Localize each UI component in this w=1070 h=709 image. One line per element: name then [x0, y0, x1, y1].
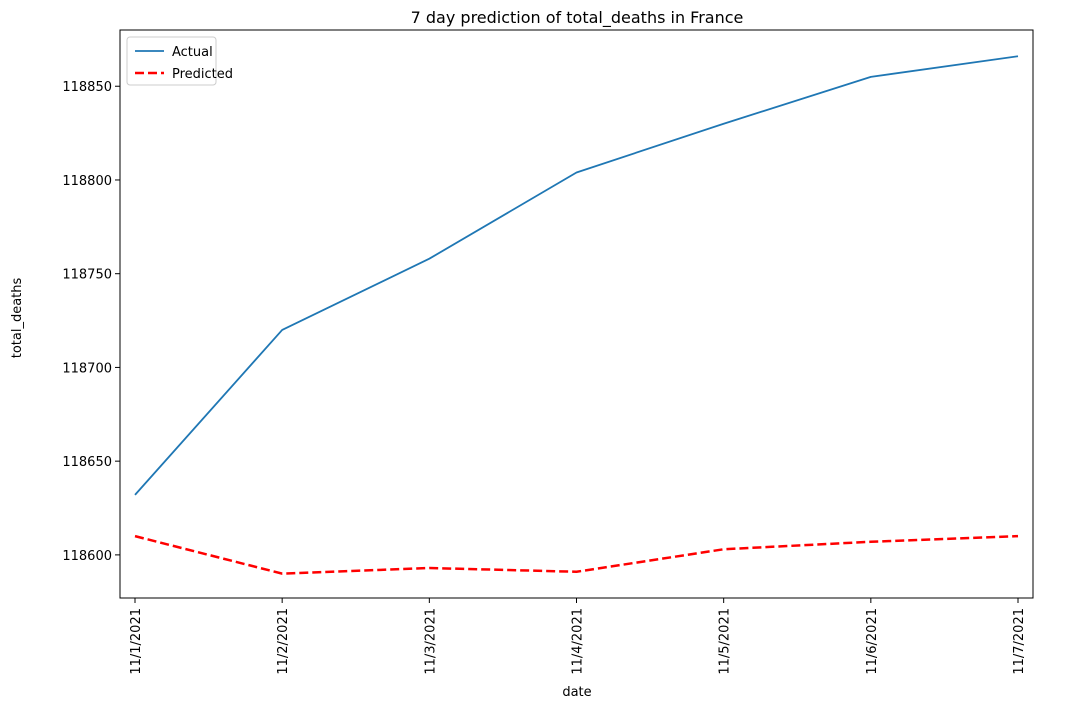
series-line-actual: [134, 55, 1019, 496]
y-axis-label: total_deaths: [10, 278, 25, 359]
legend-label-actual: Actual: [172, 45, 213, 60]
x-tick-label: 11/6/2021: [865, 608, 880, 675]
y-tick-label: 118700: [62, 361, 112, 376]
x-tick-label: 11/4/2021: [571, 608, 586, 675]
y-tick-label: 118850: [62, 80, 112, 95]
plot-frame: [119, 29, 1034, 599]
y-tick-label: 118650: [62, 455, 112, 470]
x-tick-label: 11/2/2021: [276, 608, 291, 675]
x-tick-label: 11/1/2021: [129, 608, 144, 675]
chart-title: 7 day prediction of total_deaths in Fran…: [411, 8, 744, 28]
plot-area: [134, 55, 1019, 575]
series-line-predicted: [134, 534, 1019, 575]
legend-label-predicted: Predicted: [172, 67, 233, 82]
legend: Actual Predicted: [126, 36, 233, 86]
y-tick-label: 118600: [62, 549, 112, 564]
x-axis-label: date: [562, 685, 591, 700]
y-axis: 118600 118650 118700 118750 118800 118850: [62, 80, 120, 564]
x-axis: 11/1/2021 11/2/2021 11/3/2021 11/4/2021 11/5…: [129, 598, 1027, 675]
x-tick-label: 11/5/2021: [718, 608, 733, 675]
x-tick-label: 11/3/2021: [423, 608, 438, 675]
x-tick-label: 11/7/2021: [1012, 608, 1027, 675]
y-tick-label: 118750: [62, 268, 112, 283]
y-tick-label: 118800: [62, 174, 112, 189]
